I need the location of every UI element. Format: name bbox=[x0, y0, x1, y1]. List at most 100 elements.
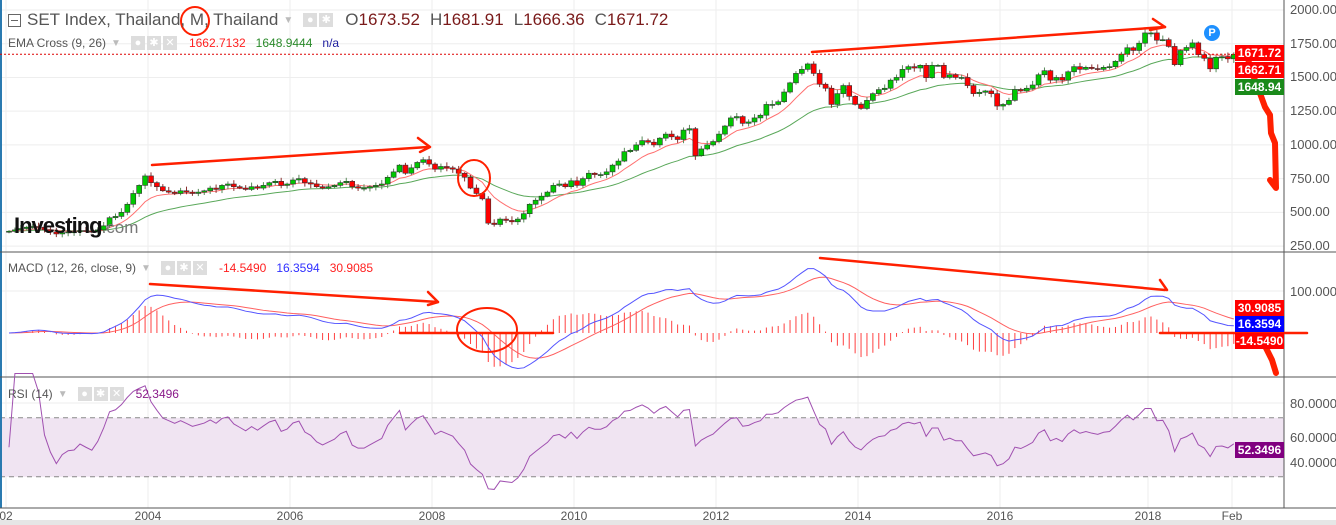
candle-down bbox=[1089, 67, 1095, 69]
candle-up bbox=[775, 101, 782, 105]
time-label: 2006 bbox=[276, 509, 304, 523]
chevron-down-icon[interactable]: ▼ bbox=[57, 388, 68, 400]
time-label: 2004 bbox=[134, 509, 162, 523]
candle-up bbox=[899, 69, 906, 78]
annotation-arrowhead bbox=[426, 290, 440, 307]
candle-up bbox=[982, 90, 989, 93]
candle-down bbox=[988, 90, 995, 94]
candle-down bbox=[645, 140, 651, 143]
candle-down bbox=[432, 163, 438, 170]
ema-fast-tag: 1662.71 bbox=[1235, 62, 1284, 78]
candle-up bbox=[414, 162, 421, 169]
candle-down bbox=[449, 167, 456, 170]
candle-up bbox=[580, 178, 586, 186]
candle-up bbox=[586, 172, 592, 179]
candle-down bbox=[35, 226, 42, 228]
macd-tag: 16.3594 bbox=[1235, 316, 1284, 332]
candle-up bbox=[1124, 47, 1131, 55]
rsi-band bbox=[0, 417, 1284, 477]
candle-down bbox=[822, 83, 829, 89]
chevron-down-icon[interactable]: ▼ bbox=[111, 37, 121, 49]
candle-up bbox=[538, 195, 545, 201]
chevron-down-icon[interactable]: ▼ bbox=[283, 14, 294, 26]
candle-up bbox=[1112, 60, 1119, 67]
candle-down bbox=[651, 141, 657, 146]
eye-icon[interactable]: ● bbox=[130, 36, 145, 50]
candle-up bbox=[361, 187, 367, 190]
close-icon[interactable]: ✕ bbox=[162, 36, 177, 50]
eye-icon[interactable]: ● bbox=[303, 13, 318, 27]
ema-slow-value: 1648.9444 bbox=[255, 36, 313, 50]
candle-up bbox=[568, 180, 574, 188]
candle-down bbox=[213, 187, 219, 190]
candle-up bbox=[290, 179, 296, 185]
candle-up bbox=[875, 89, 882, 94]
candle-up bbox=[497, 218, 503, 225]
candle-down bbox=[970, 85, 977, 94]
macd-value: 16.3594 bbox=[276, 261, 320, 275]
candle-up bbox=[1083, 67, 1089, 70]
investing-logo: Investing.com bbox=[14, 213, 139, 238]
candle-up bbox=[544, 191, 551, 197]
candle-up bbox=[609, 164, 616, 173]
candle-down bbox=[467, 176, 474, 189]
ema-fast-value: 1662.7132 bbox=[188, 36, 246, 50]
open-label: O bbox=[345, 10, 359, 29]
ema-name: EMA Cross (9, 26) bbox=[8, 36, 107, 50]
price-axis-label: 1250.00 bbox=[1290, 103, 1336, 119]
candle-down bbox=[674, 136, 681, 140]
candle-down bbox=[236, 186, 243, 189]
time-label: 2010 bbox=[560, 509, 588, 523]
candle-up bbox=[929, 65, 935, 79]
price-axis-label: 1500.00 bbox=[1290, 69, 1336, 85]
price-axis-label: 250.00 bbox=[1290, 238, 1330, 254]
candle-down bbox=[349, 181, 355, 188]
eye-icon[interactable]: ● bbox=[77, 387, 92, 401]
gear-icon[interactable]: ✱ bbox=[146, 36, 161, 50]
event-badge[interactable]: P bbox=[1204, 25, 1220, 41]
gear-icon[interactable]: ✱ bbox=[176, 261, 191, 275]
candle-down bbox=[242, 187, 249, 190]
candle-down bbox=[83, 230, 89, 232]
eye-icon[interactable]: ● bbox=[160, 261, 175, 275]
candle-up bbox=[751, 117, 758, 123]
candle-down bbox=[1130, 47, 1137, 51]
candle-up bbox=[733, 116, 740, 119]
close-icon[interactable]: ✕ bbox=[192, 261, 207, 275]
candle-down bbox=[154, 182, 160, 188]
annotation-trend-arrow bbox=[150, 145, 430, 167]
candle-down bbox=[509, 220, 515, 223]
candle-down bbox=[302, 178, 308, 183]
candle-down bbox=[148, 175, 154, 183]
candle-up bbox=[378, 183, 385, 186]
candle-up bbox=[793, 73, 799, 84]
candle-down bbox=[89, 230, 95, 233]
annotation-arrowhead bbox=[416, 136, 432, 154]
candle-down bbox=[1017, 89, 1024, 92]
candle-up bbox=[603, 171, 610, 175]
candle-down bbox=[473, 187, 480, 194]
candle-up bbox=[556, 183, 563, 186]
close-icon[interactable]: ✕ bbox=[109, 387, 124, 401]
candle-up bbox=[639, 140, 645, 146]
candle-up bbox=[248, 186, 255, 190]
candle-up bbox=[621, 151, 628, 162]
price-axis-label: 1750.00 bbox=[1290, 35, 1336, 51]
candle-up bbox=[769, 104, 776, 106]
price-axis-label: 750.00 bbox=[1290, 170, 1330, 186]
ema-na-value: n/a bbox=[322, 36, 340, 50]
candle-up bbox=[296, 178, 302, 181]
candle-up bbox=[1219, 56, 1225, 58]
collapse-icon[interactable] bbox=[8, 13, 21, 27]
candle-up bbox=[840, 85, 847, 94]
gear-icon[interactable]: ✱ bbox=[93, 387, 108, 401]
candle-up bbox=[763, 104, 770, 116]
close-value: 1671.72 bbox=[606, 10, 669, 29]
gear-icon[interactable]: ✱ bbox=[319, 13, 334, 27]
candle-up bbox=[893, 77, 900, 81]
symbol-title: SET Index, Thailand, M, Thailand bbox=[27, 10, 279, 29]
candle-up bbox=[396, 164, 403, 173]
chevron-down-icon[interactable]: ▼ bbox=[141, 262, 151, 274]
candle-up bbox=[1189, 42, 1196, 48]
